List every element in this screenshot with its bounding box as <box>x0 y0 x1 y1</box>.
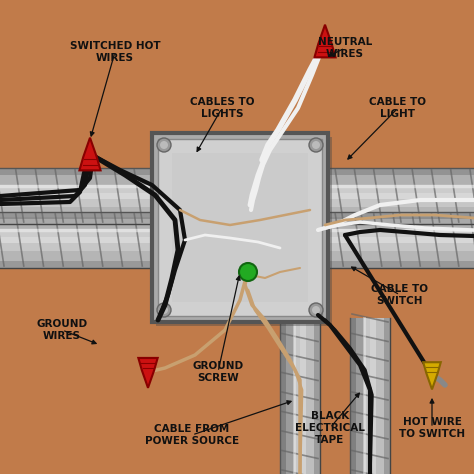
Text: BLACK
ELECTRICAL
TAPE: BLACK ELECTRICAL TAPE <box>295 411 365 445</box>
FancyBboxPatch shape <box>0 168 158 175</box>
Polygon shape <box>423 362 441 390</box>
Text: HOT WIRE
TO SWITCH: HOT WIRE TO SWITCH <box>399 417 465 439</box>
FancyBboxPatch shape <box>320 212 474 268</box>
Circle shape <box>239 263 257 281</box>
FancyBboxPatch shape <box>172 153 308 302</box>
FancyBboxPatch shape <box>0 212 158 268</box>
Polygon shape <box>80 138 100 170</box>
FancyBboxPatch shape <box>0 199 158 207</box>
FancyBboxPatch shape <box>384 318 390 474</box>
FancyBboxPatch shape <box>320 185 474 193</box>
Circle shape <box>160 306 168 314</box>
FancyBboxPatch shape <box>0 193 158 199</box>
Circle shape <box>312 306 320 314</box>
FancyBboxPatch shape <box>0 229 158 237</box>
Text: GROUND
WIRES: GROUND WIRES <box>36 319 88 341</box>
FancyBboxPatch shape <box>314 318 320 474</box>
FancyBboxPatch shape <box>320 251 474 261</box>
FancyBboxPatch shape <box>320 243 474 251</box>
FancyBboxPatch shape <box>0 237 158 243</box>
FancyBboxPatch shape <box>350 318 390 474</box>
FancyBboxPatch shape <box>320 199 474 207</box>
Text: NEUTRAL
WIRES: NEUTRAL WIRES <box>318 37 372 59</box>
Text: GROUND
SCREW: GROUND SCREW <box>192 361 244 383</box>
FancyBboxPatch shape <box>0 185 158 193</box>
FancyBboxPatch shape <box>320 168 474 224</box>
FancyBboxPatch shape <box>0 261 158 268</box>
FancyBboxPatch shape <box>306 318 314 474</box>
Circle shape <box>312 141 320 149</box>
FancyBboxPatch shape <box>320 237 474 243</box>
FancyBboxPatch shape <box>320 212 474 219</box>
FancyBboxPatch shape <box>152 133 328 322</box>
Text: CABLES TO
LIGHTS: CABLES TO LIGHTS <box>190 97 254 119</box>
Polygon shape <box>314 25 336 57</box>
FancyBboxPatch shape <box>320 229 474 237</box>
FancyBboxPatch shape <box>320 261 474 268</box>
FancyBboxPatch shape <box>376 318 384 474</box>
Text: CABLE TO
LIGHT: CABLE TO LIGHT <box>370 97 427 119</box>
FancyBboxPatch shape <box>0 168 158 224</box>
FancyBboxPatch shape <box>0 243 158 251</box>
FancyBboxPatch shape <box>0 207 158 217</box>
FancyBboxPatch shape <box>0 251 158 261</box>
FancyBboxPatch shape <box>300 318 306 474</box>
Polygon shape <box>138 358 158 388</box>
FancyBboxPatch shape <box>320 207 474 217</box>
FancyBboxPatch shape <box>286 318 294 474</box>
Circle shape <box>157 138 171 152</box>
FancyBboxPatch shape <box>280 318 286 474</box>
FancyBboxPatch shape <box>0 219 158 229</box>
Circle shape <box>160 141 168 149</box>
FancyBboxPatch shape <box>350 318 356 474</box>
FancyBboxPatch shape <box>320 175 474 185</box>
FancyBboxPatch shape <box>0 217 158 224</box>
FancyBboxPatch shape <box>356 318 364 474</box>
FancyBboxPatch shape <box>370 318 376 474</box>
Text: SWITCHED HOT
WIRES: SWITCHED HOT WIRES <box>70 41 160 63</box>
Text: CABLE TO
SWITCH: CABLE TO SWITCH <box>372 284 428 306</box>
FancyBboxPatch shape <box>364 318 370 474</box>
Text: CABLE FROM
POWER SOURCE: CABLE FROM POWER SOURCE <box>145 424 239 446</box>
FancyBboxPatch shape <box>320 168 474 175</box>
Circle shape <box>309 303 323 317</box>
FancyBboxPatch shape <box>320 193 474 199</box>
Circle shape <box>309 138 323 152</box>
FancyBboxPatch shape <box>320 217 474 224</box>
FancyBboxPatch shape <box>0 212 158 219</box>
FancyBboxPatch shape <box>156 137 332 326</box>
FancyBboxPatch shape <box>320 219 474 229</box>
FancyBboxPatch shape <box>0 175 158 185</box>
FancyBboxPatch shape <box>280 318 320 474</box>
FancyBboxPatch shape <box>158 139 322 316</box>
Circle shape <box>157 303 171 317</box>
FancyBboxPatch shape <box>294 318 300 474</box>
